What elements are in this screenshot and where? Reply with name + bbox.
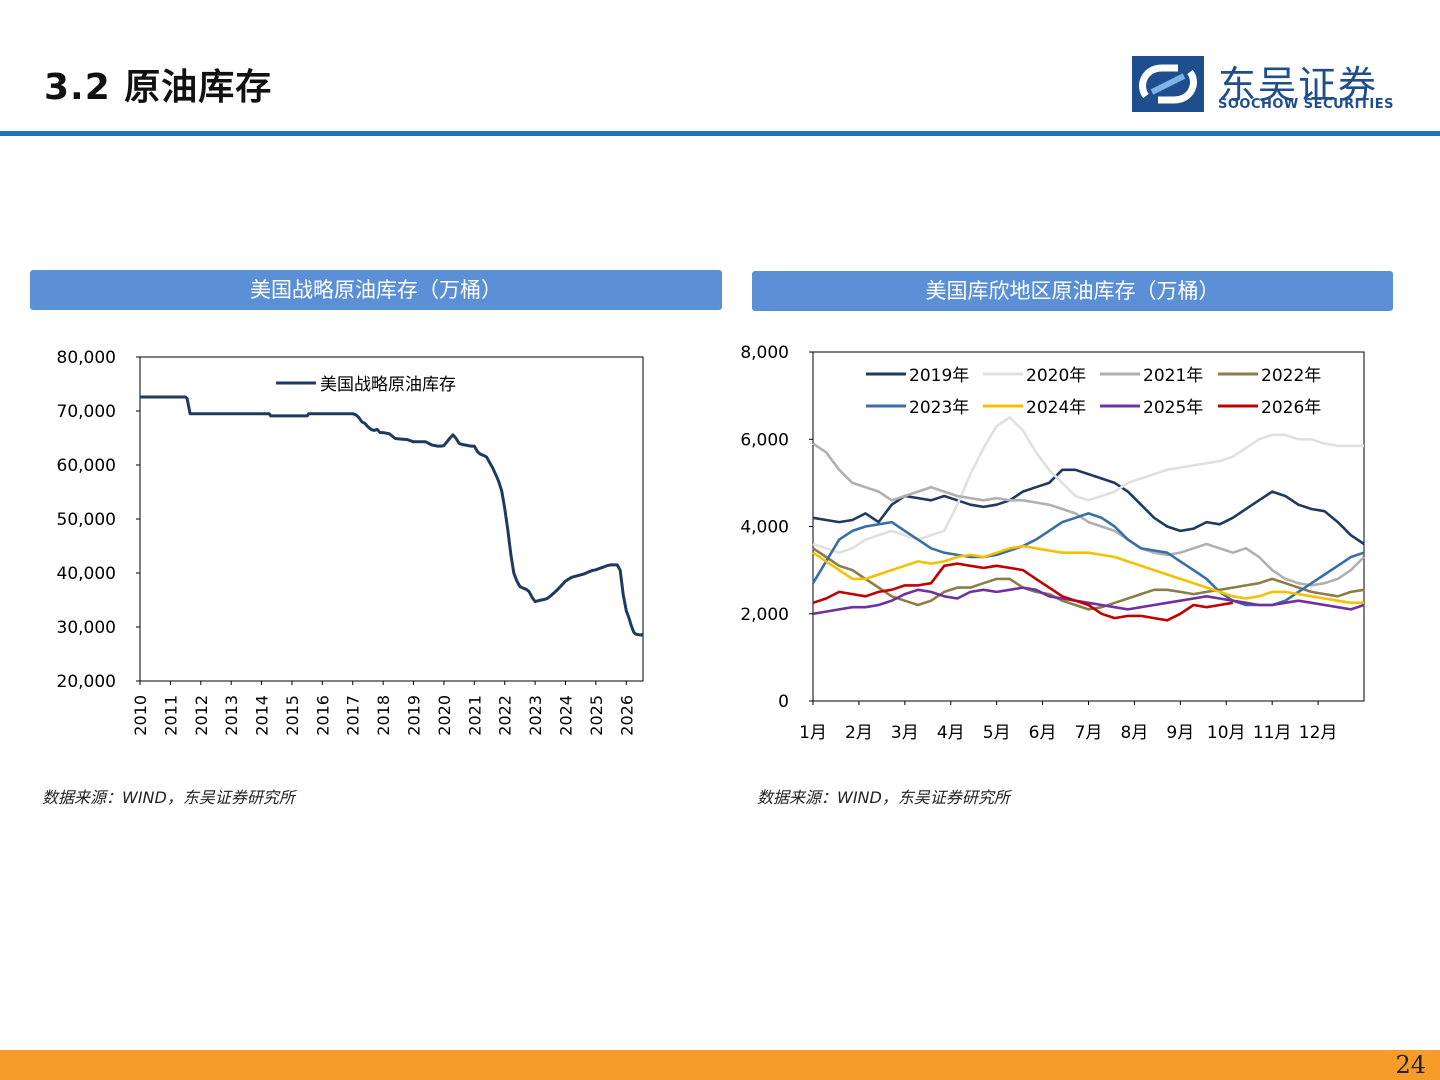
series-line-2026年 — [812, 562, 1234, 622]
y-tick-label: 2,000 — [740, 605, 789, 625]
legend-label: 2019年 — [909, 366, 969, 386]
legend-label: 2024年 — [1026, 398, 1086, 418]
x-tick-label: 11月 — [1253, 723, 1292, 743]
x-tick-label: 2024 — [556, 695, 575, 736]
x-tick-label: 2017 — [344, 695, 363, 736]
y-tick-label: 6,000 — [740, 430, 789, 450]
x-tick-label: 2012 — [192, 695, 211, 736]
legend-label: 2025年 — [1143, 398, 1203, 418]
x-tick-label: 6月 — [1029, 723, 1057, 743]
spr-inventory-chart: 80,000 70,000 60,000 50,000 40,000 30,000 20,0… — [57, 348, 644, 736]
legend-label: 2022年 — [1261, 366, 1321, 386]
legend-label: 2026年 — [1261, 398, 1321, 418]
x-tick-label: 2019 — [405, 695, 424, 736]
series-line-2020年 — [812, 416, 1364, 555]
legend-label: 美国战略原油库存 — [320, 375, 456, 395]
y-tick-label: 40,000 — [57, 564, 116, 584]
chart2-header: 美国库欣地区原油库存（万桶） — [752, 271, 1393, 311]
y-tick-label: 20,000 — [57, 672, 116, 692]
series-line-2025年 — [812, 586, 1365, 616]
chart2-source: 数据来源：WIND，东吴证券研究所 — [757, 788, 1010, 807]
x-tick-label: 2016 — [313, 695, 332, 736]
title-divider — [0, 131, 1440, 136]
legend-label: 2020年 — [1026, 366, 1086, 386]
x-tick-label: 2018 — [374, 695, 393, 736]
logo-en-text: SOOCHOW SECURITIES — [1218, 97, 1394, 112]
x-tick-label: 7月 — [1075, 723, 1103, 743]
soochow-logo-icon — [1132, 56, 1204, 112]
x-tick-label: 8月 — [1121, 723, 1149, 743]
x-tick-label: 2022 — [496, 695, 515, 736]
x-tick-label: 2021 — [465, 695, 484, 736]
series-line-2024年 — [812, 544, 1364, 605]
chart1-header: 美国战略原油库存（万桶） — [30, 270, 722, 310]
y-tick-label: 50,000 — [57, 510, 116, 530]
x-tick-label: 4月 — [937, 723, 965, 743]
x-tick-label: 10月 — [1207, 723, 1246, 743]
logo-cn-text: 东吴证券 — [1218, 63, 1379, 107]
x-tick-label: 2026 — [617, 695, 636, 736]
x-tick-label: 2020 — [435, 695, 454, 736]
x-tick-label: 2010 — [131, 695, 150, 736]
legend-label: 2023年 — [909, 398, 969, 418]
series-line-2021年 — [812, 442, 1365, 587]
y-tick-label: 4,000 — [740, 518, 789, 538]
x-tick-label: 12月 — [1299, 723, 1338, 743]
brand-logo: 东吴证券 SOOCHOW SECURITIES — [1132, 56, 1422, 116]
page-title: 3.2 原油库存 — [44, 67, 273, 108]
series-line-2022年 — [812, 547, 1365, 611]
y-tick-label: 60,000 — [57, 456, 116, 476]
x-tick-label: 2月 — [845, 723, 873, 743]
x-tick-label: 2013 — [222, 695, 241, 736]
x-tick-label: 2014 — [253, 695, 272, 736]
x-tick-label: 2011 — [161, 695, 180, 736]
y-tick-label: 8,000 — [740, 343, 789, 363]
y-tick-label: 0 — [778, 692, 789, 712]
series-line-spr — [140, 395, 644, 637]
chart1-source: 数据来源：WIND，东吴证券研究所 — [42, 788, 295, 807]
x-tick-label: 9月 — [1166, 723, 1194, 743]
footer-bar — [0, 1050, 1440, 1080]
page-number: 24 — [1395, 1051, 1426, 1079]
y-tick-label: 30,000 — [57, 618, 116, 638]
x-tick-label: 3月 — [891, 723, 919, 743]
x-tick-label: 2023 — [526, 695, 545, 736]
x-tick-label: 2025 — [587, 695, 606, 736]
legend-label: 2021年 — [1143, 366, 1203, 386]
cushing-inventory-chart: 8,000 6,000 4,000 2,000 0 1月 2月 3月 4月 5月 6月 7月 8月 9月 1… — [740, 343, 1365, 743]
x-tick-label: 5月 — [983, 723, 1011, 743]
y-tick-label: 80,000 — [57, 348, 116, 368]
y-tick-label: 70,000 — [57, 402, 116, 422]
x-tick-label: 1月 — [799, 723, 827, 743]
x-tick-label: 2015 — [283, 695, 302, 736]
